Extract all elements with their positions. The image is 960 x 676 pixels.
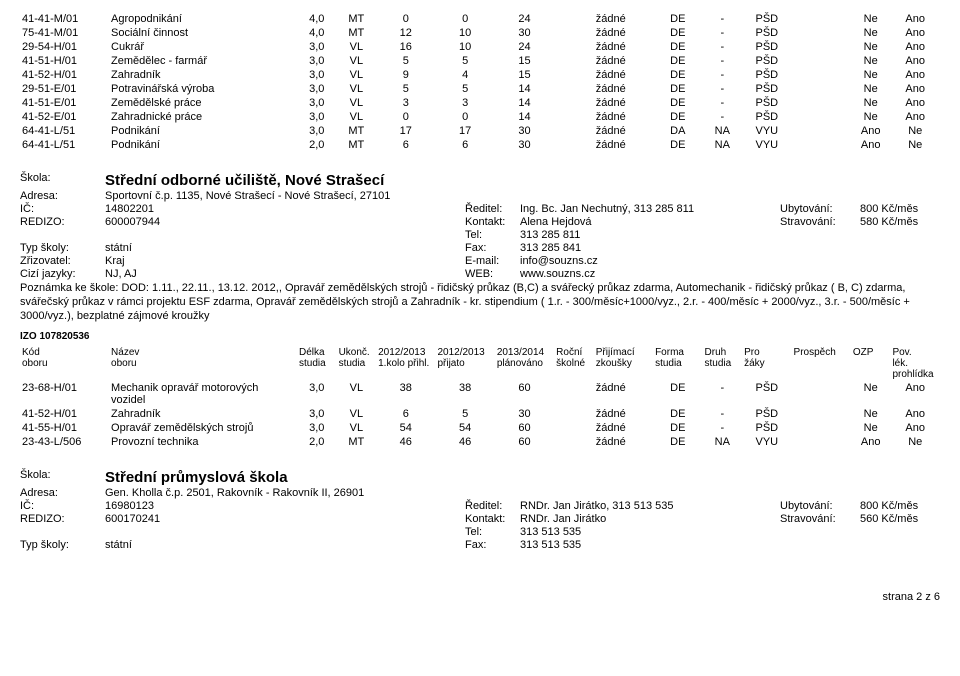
col-header: OZP [851,346,891,381]
school-tel-2: 313 513 535 [520,526,780,538]
school-redizo-1: 600007944 [105,216,465,228]
label-skola: Škola: [20,172,105,189]
school-fax-2: 313 513 535 [520,539,780,551]
col-header: Formastudia [653,346,702,381]
table-row: 41-51-H/01Zemědělec - farmář3,0VL5515žád… [20,54,940,68]
course-table-2: KódoboruNázevoboruDélkastudiaUkonč.studi… [20,346,940,449]
school-block-2: Škola: Střední průmyslová škola Adresa: … [20,469,940,551]
school-strav-2: 560 Kč/měs [860,513,940,525]
table-row: 41-55-H/01Opravář zemědělských strojů3,0… [20,421,940,435]
school-name-1: Střední odborné učiliště, Nové Strašecí [105,172,384,189]
school-ubyt-2: 800 Kč/měs [860,500,940,512]
school-kontakt-1: Alena Hejdová [520,216,780,228]
school-email-1: info@souzns.cz [520,255,780,267]
school-note-1: Poznámka ke škole: DOD: 1.11., 22.11., 1… [20,282,940,323]
label-kontakt: Kontakt: [465,216,520,228]
table-row: 29-51-E/01Potravinářská výroba3,0VL5514ž… [20,82,940,96]
col-header: Ročníškolné [554,346,594,381]
col-header: 2013/2014plánováno [495,346,554,381]
course-table-1: 41-41-M/01Agropodnikání4,0MT0024žádnéDE-… [20,12,940,152]
table-row: 23-68-H/01Mechanik opravář motorových vo… [20,381,940,407]
table-row: 64-41-L/51Podnikání2,0MT6630žádnéDENAVYU… [20,138,940,152]
label-web: WEB: [465,268,520,280]
col-header: Prožáky [742,346,791,381]
school-cizi-1: NJ, AJ [105,268,465,280]
school-block-1: Škola: Střední odborné učiliště, Nové St… [20,172,940,342]
col-header: 2012/2013přijato [435,346,494,381]
table-row: 41-52-H/01Zahradník3,0VL9415žádnéDE-PŠDN… [20,68,940,82]
col-header: Názevoboru [109,346,297,381]
table-row: 23-43-L/506Provozní technika2,0MT464660ž… [20,435,940,449]
table-row: 41-51-E/01Zemědělské práce3,0VL3314žádné… [20,96,940,110]
school-reditel-1: Ing. Bc. Jan Nechutný, 313 285 811 [520,203,780,215]
table-row: 64-41-L/51Podnikání3,0MT171730žádnéDANAV… [20,124,940,138]
table-row: 41-52-H/01Zahradník3,0VL6530žádnéDE-PŠDN… [20,407,940,421]
col-header: Druhstudia [703,346,743,381]
school-reditel-2: RNDr. Jan Jirátko, 313 513 535 [520,500,780,512]
label-cizi: Cizí jazyky: [20,268,105,280]
school-ic-2: 16980123 [105,500,465,512]
label-reditel: Ředitel: [465,203,520,215]
school-zriz-1: Kraj [105,255,465,267]
label-fax: Fax: [465,242,520,254]
label-ubyt: Ubytování: [780,203,860,215]
label-zriz: Zřizovatel: [20,255,105,267]
table-row: 41-52-E/01Zahradnické práce3,0VL0014žádn… [20,110,940,124]
col-header: Ukonč.studia [337,346,377,381]
col-header: Přijímacízkoušky [594,346,653,381]
school-adresa-2: Gen. Kholla č.p. 2501, Rakovník - Rakovn… [105,487,364,499]
label-ic: IČ: [20,203,105,215]
school-typ-2: státní [105,539,465,551]
school-strav-1: 580 Kč/měs [860,216,940,228]
table-row: 75-41-M/01Sociální činnost4,0MT121030žád… [20,26,940,40]
col-header: Pov.lék. prohlídka [890,346,940,381]
page-footer: strana 2 z 6 [20,591,940,603]
school-ubyt-1: 800 Kč/měs [860,203,940,215]
school-redizo-2: 600170241 [105,513,465,525]
label-tel: Tel: [465,229,520,241]
col-header: 2012/20131.kolo přihl. [376,346,435,381]
school-typ-1: státní [105,242,465,254]
col-header: Prospěch [792,346,851,381]
school-izo-1: IZO 107820536 [20,331,940,342]
table-row: 29-54-H/01Cukrář3,0VL161024žádnéDE-PŠDNe… [20,40,940,54]
label-adresa: Adresa: [20,190,105,202]
col-header: Kódoboru [20,346,109,381]
table-row: 41-41-M/01Agropodnikání4,0MT0024žádnéDE-… [20,12,940,26]
school-tel-1: 313 285 811 [520,229,780,241]
label-typ: Typ školy: [20,242,105,254]
school-kontakt-2: RNDr. Jan Jirátko [520,513,780,525]
label-email: E-mail: [465,255,520,267]
school-ic-1: 14802201 [105,203,465,215]
label-redizo: REDIZO: [20,216,105,228]
school-adresa-1: Sportovní č.p. 1135, Nové Strašecí - Nov… [105,190,390,202]
school-name-2: Střední průmyslová škola [105,469,288,486]
school-fax-1: 313 285 841 [520,242,780,254]
label-strav: Stravování: [780,216,860,228]
school-web-1: www.souzns.cz [520,268,780,280]
col-header: Délkastudia [297,346,337,381]
